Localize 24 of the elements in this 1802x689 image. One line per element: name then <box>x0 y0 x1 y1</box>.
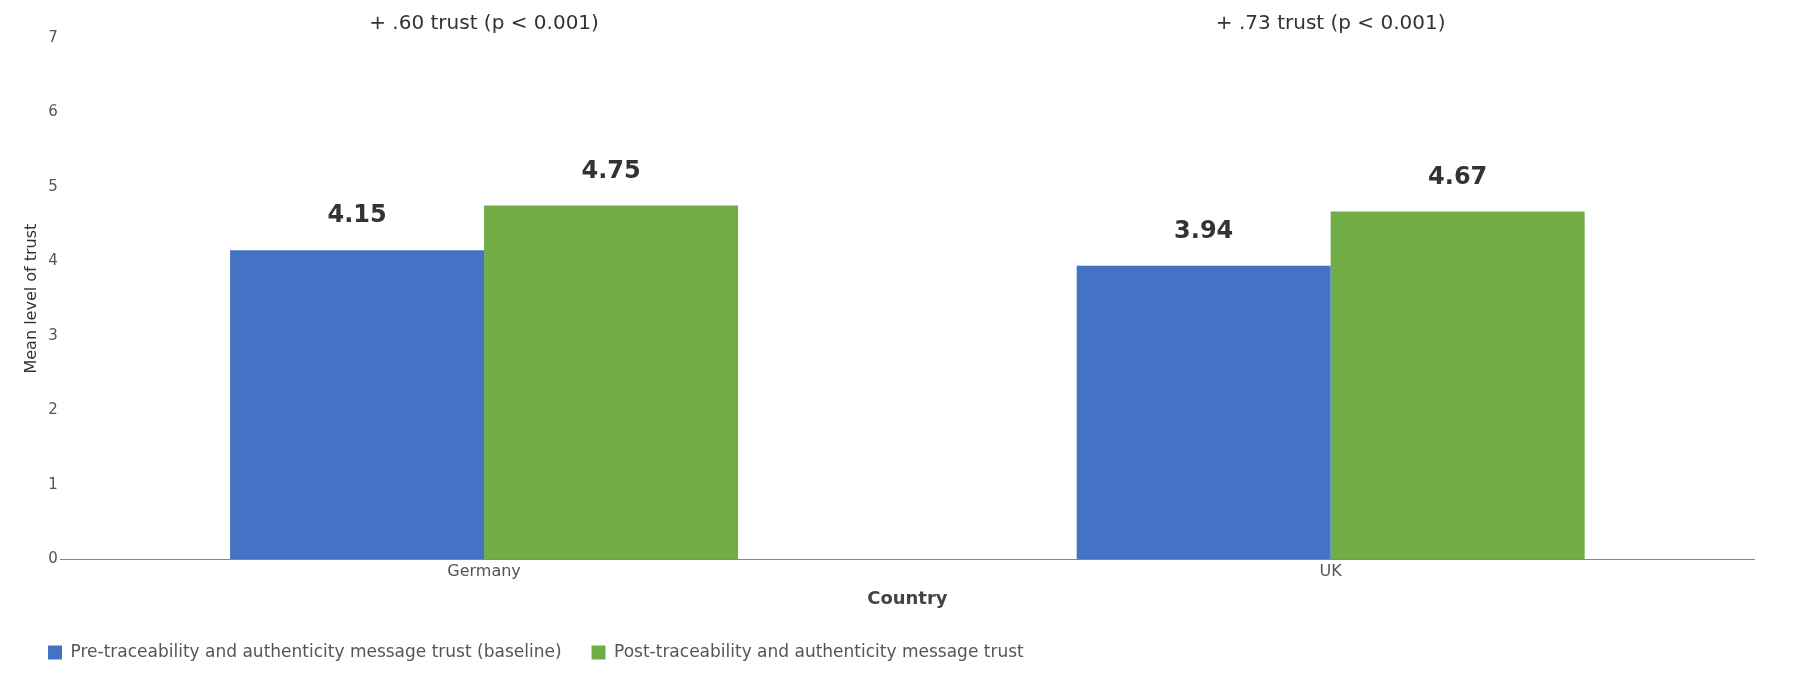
x-axis-title: Country <box>867 586 948 608</box>
text: + .73 trust (p < 0.001) <box>1215 10 1446 35</box>
x-tick-label: Germany <box>447 560 521 580</box>
y-axis-title: Mean level of trust <box>20 223 40 374</box>
bar <box>230 250 485 560</box>
legend-label: Post-traceability and authenticity message trust <box>614 640 1025 661</box>
y-tick-label: 0 <box>48 549 58 568</box>
data-label: 4.15 <box>327 200 387 229</box>
y-tick-label: 5 <box>48 176 58 195</box>
bar <box>484 205 739 560</box>
y-tick-label: 7 <box>48 27 58 46</box>
bar <box>1330 211 1585 560</box>
data-label: 3.94 <box>1174 216 1234 245</box>
y-tick-label: 4 <box>48 251 58 270</box>
y-tick-label: 2 <box>48 400 58 419</box>
data-label: 4.75 <box>581 155 641 184</box>
bar <box>1076 265 1331 560</box>
legend-label: Pre-traceability and authenticity message trust (baseline) <box>70 640 562 661</box>
y-tick-label: 3 <box>48 325 58 344</box>
data-label: 4.67 <box>1428 161 1488 190</box>
y-tick-label: 1 <box>48 474 58 493</box>
y-tick-label: 6 <box>48 102 58 121</box>
x-tick-label: UK <box>1319 560 1343 580</box>
text: + .60 trust (p < 0.001) <box>369 10 599 35</box>
